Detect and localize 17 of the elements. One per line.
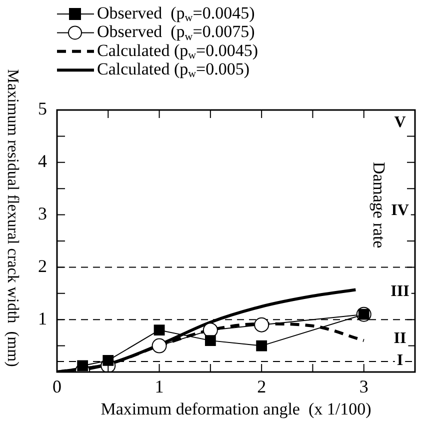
annotation: II (394, 330, 406, 348)
y-tick-label: 3 (38, 204, 47, 224)
y-axis-title: Maximum residual flexural crack width (mm) (4, 69, 21, 367)
annotation: I (396, 352, 404, 370)
y-tick-label: 5 (38, 98, 47, 119)
x-tick-label: 2 (257, 376, 266, 397)
x-tick-label: 0 (52, 376, 62, 397)
y-tick-label: 2 (38, 256, 47, 276)
annotation: III (390, 283, 410, 300)
x-tick-label: 1 (154, 376, 164, 397)
y-tick-label: 4 (38, 151, 47, 172)
annotation: IV (391, 202, 410, 220)
y-tick-label: 1 (38, 308, 47, 328)
x-axis-title: Maximum deformation angle (x 1/100) (100, 399, 372, 418)
annotation: V (394, 114, 406, 132)
annotation: Damage rate (370, 162, 389, 248)
x-tick-label: 3 (359, 376, 368, 397)
